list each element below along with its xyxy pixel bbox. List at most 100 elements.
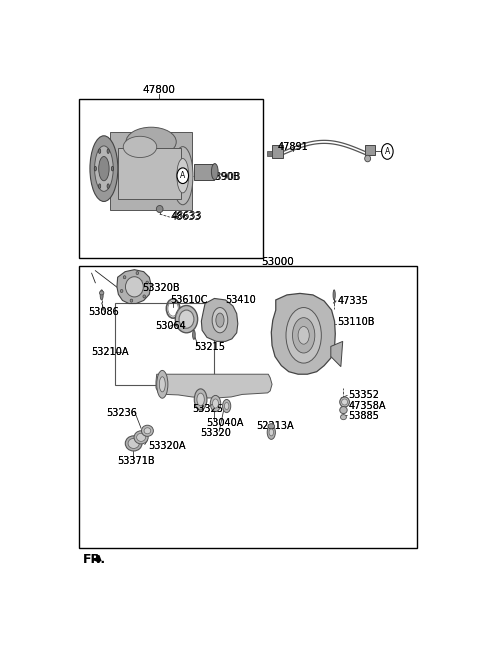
Ellipse shape	[136, 272, 139, 275]
Text: 53371B: 53371B	[118, 455, 156, 466]
Polygon shape	[117, 270, 151, 304]
Ellipse shape	[340, 415, 347, 420]
Text: 53371B: 53371B	[118, 455, 156, 466]
Bar	[194, 163, 215, 180]
Text: 53320B: 53320B	[143, 283, 180, 293]
Bar	[267, 151, 272, 156]
Text: 53064: 53064	[155, 321, 186, 331]
Text: 53352: 53352	[348, 390, 379, 400]
Text: 53086: 53086	[88, 307, 119, 317]
Ellipse shape	[340, 407, 347, 414]
Text: 53352: 53352	[348, 390, 379, 400]
Text: 53210A: 53210A	[92, 348, 129, 358]
Ellipse shape	[107, 149, 109, 154]
Text: 53110B: 53110B	[337, 318, 374, 327]
Ellipse shape	[268, 424, 275, 429]
Ellipse shape	[142, 425, 154, 436]
Ellipse shape	[210, 396, 221, 411]
Ellipse shape	[212, 308, 228, 333]
Text: 52213A: 52213A	[256, 421, 294, 431]
Text: 53610C: 53610C	[170, 295, 207, 305]
Text: 47390B: 47390B	[203, 173, 240, 182]
Ellipse shape	[223, 400, 231, 413]
Ellipse shape	[192, 330, 195, 339]
Text: 53610C: 53610C	[170, 295, 207, 305]
Bar	[118, 148, 181, 199]
Ellipse shape	[144, 428, 151, 434]
Ellipse shape	[197, 393, 204, 406]
Text: A: A	[385, 147, 390, 156]
Bar	[79, 266, 417, 548]
Ellipse shape	[211, 163, 218, 180]
Ellipse shape	[134, 431, 148, 444]
Ellipse shape	[143, 295, 145, 298]
Text: 53000: 53000	[261, 257, 294, 267]
Bar	[79, 99, 263, 258]
Ellipse shape	[98, 184, 101, 188]
Ellipse shape	[175, 306, 198, 333]
Text: 53210A: 53210A	[92, 348, 129, 358]
Polygon shape	[331, 341, 343, 367]
Ellipse shape	[128, 438, 139, 449]
Ellipse shape	[123, 136, 157, 157]
Text: 53000: 53000	[261, 257, 294, 267]
Text: 47800: 47800	[142, 85, 175, 95]
Ellipse shape	[156, 371, 168, 398]
Text: 47390B: 47390B	[203, 173, 240, 182]
Ellipse shape	[269, 429, 274, 436]
Text: 53325: 53325	[192, 404, 223, 414]
Ellipse shape	[267, 425, 276, 440]
Text: 48633: 48633	[171, 212, 202, 222]
Ellipse shape	[123, 276, 126, 279]
Ellipse shape	[172, 147, 193, 205]
Ellipse shape	[340, 397, 349, 407]
Ellipse shape	[179, 310, 194, 328]
Ellipse shape	[100, 290, 103, 300]
Text: 53110B: 53110B	[337, 318, 374, 327]
Text: 53320A: 53320A	[148, 441, 186, 451]
Text: 47891: 47891	[277, 142, 308, 152]
Text: 53040A: 53040A	[206, 419, 243, 428]
Ellipse shape	[111, 167, 114, 171]
Text: 47335: 47335	[337, 296, 368, 306]
Ellipse shape	[99, 157, 109, 181]
Ellipse shape	[120, 289, 123, 293]
Ellipse shape	[159, 377, 165, 392]
Ellipse shape	[126, 127, 176, 157]
Text: 47335: 47335	[337, 296, 368, 306]
Polygon shape	[271, 293, 335, 374]
Text: A: A	[180, 171, 185, 180]
Text: 53320: 53320	[200, 428, 231, 438]
Ellipse shape	[146, 281, 148, 284]
Text: 47358A: 47358A	[348, 401, 386, 411]
Text: 47358A: 47358A	[348, 401, 386, 411]
Text: 53086: 53086	[88, 307, 119, 317]
Text: 53215: 53215	[195, 342, 226, 352]
Ellipse shape	[177, 159, 189, 193]
Ellipse shape	[286, 308, 321, 363]
Circle shape	[177, 168, 189, 184]
Circle shape	[382, 144, 393, 159]
Ellipse shape	[130, 299, 133, 302]
Text: 47800: 47800	[142, 85, 175, 95]
Ellipse shape	[298, 327, 309, 344]
Text: 53040A: 53040A	[206, 419, 243, 428]
Text: 48633: 48633	[172, 211, 202, 221]
Ellipse shape	[137, 434, 145, 441]
Ellipse shape	[99, 291, 104, 295]
Text: 53320: 53320	[200, 428, 231, 438]
Text: 53320B: 53320B	[142, 283, 180, 293]
Text: 53410: 53410	[226, 295, 256, 305]
Ellipse shape	[156, 205, 163, 213]
Text: 53410: 53410	[226, 295, 256, 305]
Ellipse shape	[98, 149, 101, 154]
Text: 53215: 53215	[195, 342, 226, 352]
Bar	[110, 132, 192, 210]
Text: FR.: FR.	[83, 553, 106, 566]
Text: 47891: 47891	[277, 142, 308, 152]
Bar	[115, 304, 214, 385]
Text: 53236: 53236	[107, 408, 137, 418]
Ellipse shape	[333, 290, 335, 300]
Bar	[365, 146, 375, 155]
Ellipse shape	[125, 436, 142, 451]
